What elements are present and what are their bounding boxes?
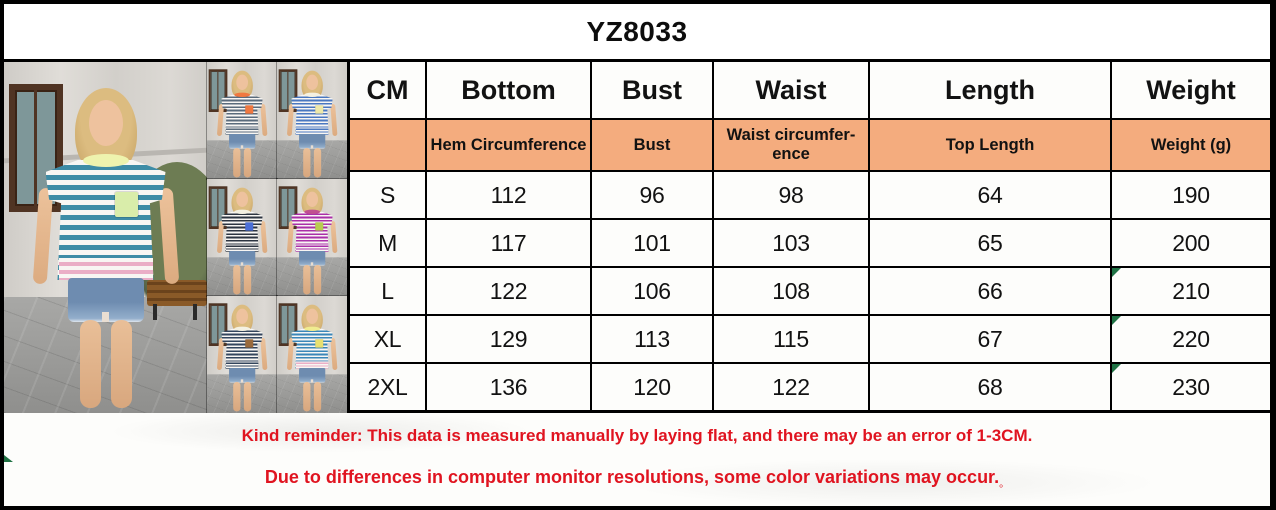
value-cell: 64 (870, 172, 1110, 218)
size-table: CM Bottom Bust Waist Length Weight Hem C… (347, 62, 1270, 410)
note-line-2: Due to differences in computer monitor r… (264, 467, 1010, 490)
size-cell-xl: XL (350, 316, 425, 362)
tee-collar-trim (82, 154, 129, 167)
content-row: CM Bottom Bust Waist Length Weight Hem C… (4, 61, 1270, 414)
header-cell-waist: Waist (714, 62, 868, 118)
model-arm (158, 187, 179, 285)
size-cell-s: S (350, 172, 425, 218)
value-cell: 117 (427, 220, 590, 266)
product-thumbnail (206, 178, 278, 297)
model-leg (110, 320, 132, 408)
model-arm (32, 187, 53, 285)
product-thumbnail (206, 61, 278, 180)
value-cell-weight: 190 (1112, 172, 1270, 218)
subheader-cell-waist: Waist circumfer- ence (714, 120, 868, 170)
value-cell: 112 (427, 172, 590, 218)
value-cell: 129 (427, 316, 590, 362)
header-cell-length: Length (870, 62, 1110, 118)
product-thumbnail (276, 61, 348, 180)
note-suffix-mark: 。 (999, 479, 1010, 490)
product-thumbnail (276, 295, 348, 414)
product-title: YZ8033 (586, 15, 688, 47)
green-edge-indicator (4, 455, 13, 462)
value-cell: 101 (592, 220, 712, 266)
value-cell: 113 (592, 316, 712, 362)
value-cell: 115 (714, 316, 868, 362)
header-cell-weight: Weight (1112, 62, 1270, 118)
subheader-cell-weight-g: Weight (g) (1112, 120, 1270, 170)
green-corner-indicator (1112, 364, 1121, 373)
value-cell: 106 (592, 268, 712, 314)
value-cell: 120 (592, 364, 712, 410)
value-cell: 122 (427, 268, 590, 314)
model-figure (26, 88, 186, 408)
subheader-cell-empty (350, 120, 425, 170)
value-cell-weight: 230 (1112, 364, 1270, 410)
value-cell: 66 (870, 268, 1110, 314)
value-cell-weight: 220 (1112, 316, 1270, 362)
header-cell-cm: CM (350, 62, 425, 118)
value-cell: 103 (714, 220, 868, 266)
value-cell: 65 (870, 220, 1110, 266)
tee-chest-pocket (115, 192, 139, 217)
striped-tee-hem (58, 258, 153, 280)
subheader-cell-bust: Bust (592, 120, 712, 170)
value-cell: 67 (870, 316, 1110, 362)
size-cell-2xl: 2XL (350, 364, 425, 410)
value-cell: 122 (714, 364, 868, 410)
product-thumbnail (206, 295, 278, 414)
size-cell-l: L (350, 268, 425, 314)
denim-shorts (67, 278, 144, 322)
model-leg (79, 320, 101, 408)
value-cell: 136 (427, 364, 590, 410)
value-cell-weight: 210 (1112, 268, 1270, 314)
subheader-cell-top-length: Top Length (870, 120, 1110, 170)
header-cell-bottom: Bottom (427, 62, 590, 118)
main-product-photo (4, 62, 207, 413)
product-thumbnail (276, 178, 348, 297)
value-cell: 108 (714, 268, 868, 314)
value-cell: 96 (592, 172, 712, 218)
green-corner-indicator (1112, 316, 1121, 325)
value-cell-weight: 200 (1112, 220, 1270, 266)
title-bar: YZ8033 (4, 4, 1270, 62)
header-cell-bust: Bust (592, 62, 712, 118)
photo-bench (147, 280, 207, 320)
size-cell-m: M (350, 220, 425, 266)
value-cell: 98 (714, 172, 868, 218)
green-corner-indicator (1112, 268, 1121, 277)
thumbnail-grid (206, 61, 348, 414)
footer-note-area: Kind reminder: This data is measured man… (4, 413, 1270, 506)
value-cell: 68 (870, 364, 1110, 410)
note-line-1: Kind reminder: This data is measured man… (241, 426, 1033, 445)
size-table-grid: CM Bottom Bust Waist Length Weight Hem C… (350, 62, 1270, 410)
subheader-cell-hem: Hem Circumference (427, 120, 590, 170)
model-face (88, 100, 123, 146)
